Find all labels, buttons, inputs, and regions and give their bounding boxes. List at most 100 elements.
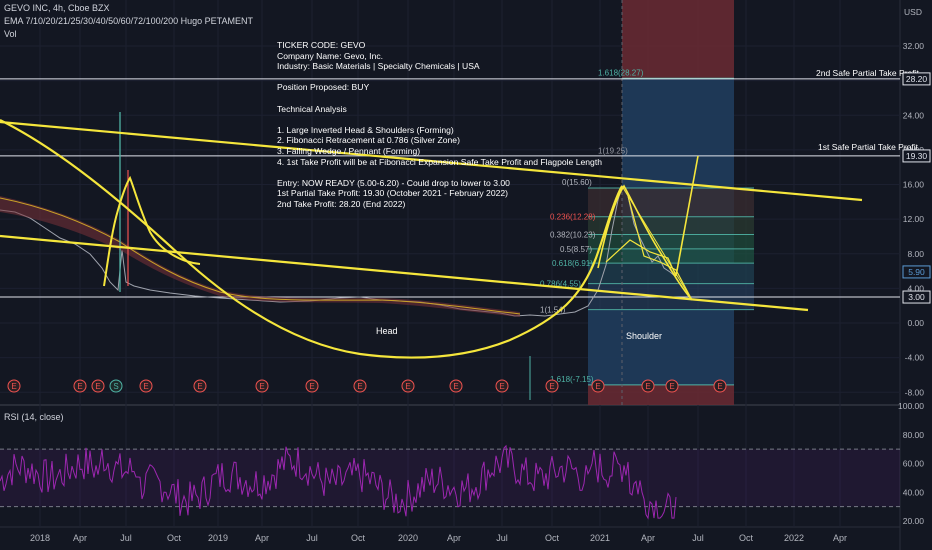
price-axis-label: 4.00	[907, 283, 924, 293]
time-axis-label: Apr	[73, 533, 87, 543]
rsi-legend: RSI (14, close)	[4, 412, 64, 422]
price-axis-label: 8.00	[907, 249, 924, 259]
svg-text:E: E	[717, 382, 722, 391]
earnings-marker: E	[641, 379, 655, 393]
price-badge: 19.30	[902, 149, 931, 163]
time-axis-label: Jul	[306, 533, 318, 543]
tp2-label: 2nd Safe Partial Take Profit	[816, 68, 919, 78]
time-axis-label: Oct	[739, 533, 754, 543]
svg-text:E: E	[143, 382, 148, 391]
price-badge: 28.20	[902, 72, 931, 86]
rsi-axis-label: 20.00	[903, 516, 925, 526]
svg-text:S: S	[113, 382, 118, 391]
price-badge: 3.00	[902, 290, 931, 304]
rsi-axis-label: 100.00	[898, 401, 924, 411]
rsi-band	[0, 449, 900, 507]
price-axis-label: 12.00	[903, 214, 925, 224]
svg-text:E: E	[499, 382, 504, 391]
svg-text:E: E	[95, 382, 100, 391]
shoulder-label: Shoulder	[626, 331, 662, 341]
fib-label: 0(15.60)	[562, 178, 592, 187]
time-axis-label: Apr	[641, 533, 655, 543]
earnings-marker: E	[255, 379, 269, 393]
svg-text:E: E	[197, 382, 202, 391]
fib-label: 1(19.25)	[598, 146, 628, 155]
time-axis-label: Oct	[167, 533, 182, 543]
time-axis-label: Jul	[496, 533, 508, 543]
earnings-marker: E	[665, 379, 679, 393]
neckline-trendline	[0, 234, 809, 312]
wedge-upper-trendline	[0, 120, 863, 202]
svg-text:3.00: 3.00	[908, 292, 925, 302]
svg-text:E: E	[595, 382, 600, 391]
svg-text:E: E	[549, 382, 554, 391]
earnings-marker: E	[91, 379, 105, 393]
fib-band	[588, 234, 754, 249]
price-badge: 5.90	[902, 265, 931, 279]
time-axis-label: Apr	[255, 533, 269, 543]
earnings-marker: E	[139, 379, 153, 393]
earnings-marker: E	[495, 379, 509, 393]
pennant-upper	[605, 239, 677, 277]
svg-text:E: E	[11, 382, 16, 391]
time-axis-label: Oct	[545, 533, 560, 543]
svg-text:E: E	[645, 382, 650, 391]
svg-text:E: E	[77, 382, 82, 391]
currency-label: USD	[904, 7, 922, 17]
fib-label: 1.618(-7.15)	[550, 375, 594, 384]
earnings-marker: E	[591, 379, 605, 393]
earnings-marker: E	[449, 379, 463, 393]
split-marker: S	[109, 379, 123, 393]
earnings-marker: E	[401, 379, 415, 393]
price-axis-label: 0.00	[907, 318, 924, 328]
left-shoulder-curve	[103, 175, 201, 287]
stop-zone-bottom	[588, 384, 734, 405]
fib-label: 1(1.54)	[540, 306, 566, 315]
svg-text:E: E	[453, 382, 458, 391]
earnings-marker: E	[353, 379, 367, 393]
rsi-axis-label: 40.00	[903, 487, 925, 497]
head-label: Head	[376, 326, 398, 336]
ema-legend: EMA 7/10/20/21/25/30/40/50/60/72/100/200…	[4, 16, 253, 26]
price-axis-label: -8.00	[905, 387, 925, 397]
svg-text:E: E	[309, 382, 314, 391]
ema-line	[0, 197, 521, 315]
time-axis-label: 2018	[30, 533, 50, 543]
time-axis-label: Apr	[447, 533, 461, 543]
rsi-axis-label: 60.00	[903, 459, 925, 469]
fib-label: 1.618(28.27)	[598, 68, 644, 77]
pennant-lower	[627, 195, 693, 301]
fib-label: 0.5(8.57)	[560, 245, 592, 254]
rsi-axis-label: 80.00	[903, 430, 925, 440]
price-axis-label: 32.00	[903, 41, 925, 51]
time-axis-label: Apr	[833, 533, 847, 543]
fib-label: 0.618(6.91)	[552, 259, 593, 268]
earnings-marker: E	[193, 379, 207, 393]
earnings-marker: E	[305, 379, 319, 393]
symbol-title: GEVO INC, 4h, Cboe BZX	[4, 3, 110, 13]
time-axis-label: 2019	[208, 533, 228, 543]
earnings-marker: E	[73, 379, 87, 393]
fib-label: 0.786(4.55)	[540, 280, 581, 289]
fib-band	[588, 248, 754, 264]
time-axis-label: 2020	[398, 533, 418, 543]
svg-text:E: E	[259, 382, 264, 391]
fib-band	[588, 216, 754, 235]
price-axis-label: -4.00	[905, 353, 925, 363]
price-axis-label: 24.00	[903, 110, 925, 120]
volume-legend: Vol	[4, 29, 17, 39]
svg-text:E: E	[405, 382, 410, 391]
tp1-label: 1st Safe Partial Take Profit	[818, 142, 919, 152]
fib-label: 0.382(10.23)	[550, 230, 596, 239]
wedge-diagonal	[621, 185, 693, 301]
target-zone-lower	[588, 309, 734, 385]
rsi-line	[0, 444, 677, 520]
earnings-marker: E	[713, 379, 727, 393]
svg-text:E: E	[357, 382, 362, 391]
svg-text:19.30: 19.30	[906, 151, 928, 161]
svg-text:5.90: 5.90	[908, 267, 925, 277]
svg-text:28.20: 28.20	[906, 74, 928, 84]
earnings-marker: E	[7, 379, 21, 393]
